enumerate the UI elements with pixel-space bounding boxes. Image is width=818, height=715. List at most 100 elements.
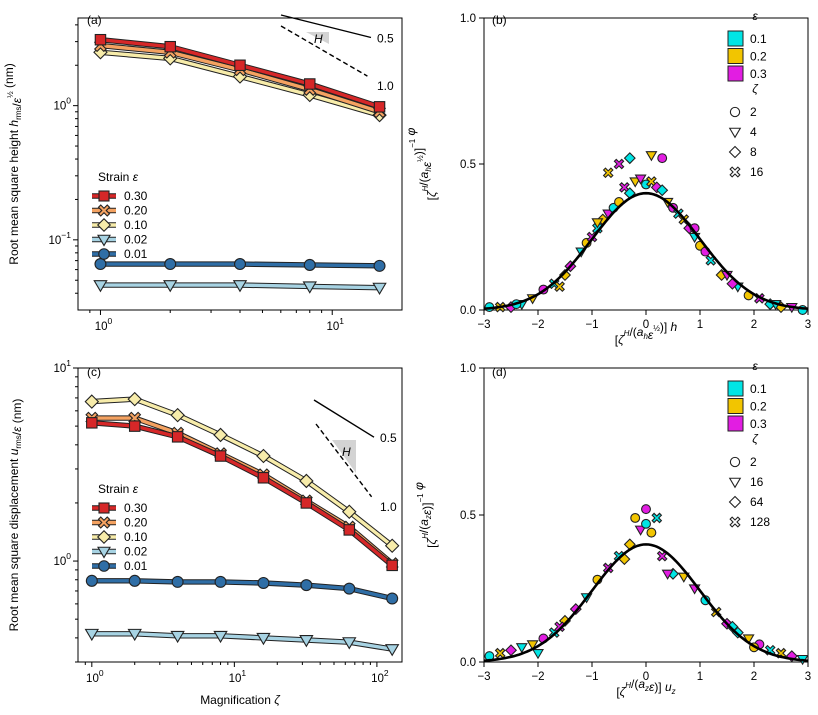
data-point — [84, 628, 100, 642]
panel-label: (a) — [87, 13, 102, 27]
legend-marker — [97, 546, 111, 559]
data-point — [613, 158, 625, 170]
x-tick-label: −2 — [531, 671, 544, 683]
x-tick-label: 102 — [371, 668, 389, 685]
data-point — [214, 450, 227, 462]
legend-label: 0.30 — [124, 189, 148, 203]
legend-marker-title: ζ — [752, 82, 759, 96]
legend-marker — [96, 217, 112, 233]
slope-line-dashed — [315, 423, 373, 498]
data-point — [629, 177, 642, 188]
data-point — [302, 281, 317, 294]
x-tick-label: 3 — [805, 319, 811, 331]
data-point — [634, 174, 647, 185]
slope-line-solid — [313, 399, 375, 438]
legend-swatch — [727, 398, 744, 414]
legend-marker — [97, 204, 111, 217]
data-point — [299, 473, 314, 489]
legend-label: 0.01 — [124, 559, 148, 573]
panel-label: (d) — [492, 365, 507, 379]
data-point — [372, 282, 387, 296]
data-point — [128, 574, 141, 587]
y-tick-label: 1.0 — [460, 13, 476, 25]
legend-color-title: ε — [752, 9, 758, 23]
fit-curve — [483, 543, 809, 662]
y-axis-label: [ζH/(azε)]−1 φ — [412, 482, 439, 548]
legend-label: 0.3 — [750, 417, 767, 431]
legend-label: 0.02 — [124, 545, 148, 559]
legend-marker-title: ζ — [752, 432, 759, 446]
series-line — [91, 632, 393, 651]
legend-label: 0.20 — [124, 516, 148, 530]
y-tick-label: 10−1 — [49, 230, 72, 247]
slope-label: 1.0 — [377, 79, 394, 93]
data-point — [641, 504, 651, 515]
data-point — [515, 643, 528, 654]
x-tick-label: −1 — [585, 671, 598, 683]
data-point — [256, 632, 271, 646]
data-point — [742, 634, 755, 645]
data-point — [591, 218, 604, 229]
y-axis-label: [ζH/(ahε½)]−1 φ — [404, 127, 439, 200]
legend-marker — [728, 495, 742, 509]
data-point — [300, 497, 313, 509]
x-tick-label: 0 — [643, 671, 649, 683]
data-point — [170, 407, 185, 423]
series-line — [91, 421, 394, 567]
legend-label: 0.1 — [750, 382, 767, 396]
data-point — [304, 78, 316, 90]
data-point — [656, 184, 669, 197]
data-point — [641, 518, 651, 529]
slope-h-label: H — [342, 445, 351, 459]
x-tick-label: 3 — [805, 671, 811, 683]
legend-marker — [98, 560, 110, 572]
slope-line-solid — [280, 14, 372, 39]
slope-triangle — [306, 32, 329, 44]
legend-label: 16 — [750, 165, 764, 179]
panel-label: (b) — [492, 13, 507, 27]
legend-label: 0.10 — [124, 218, 148, 232]
legend-marker — [96, 529, 112, 545]
legend-marker — [98, 190, 110, 202]
data-point — [94, 258, 107, 271]
data-point — [256, 448, 271, 464]
data-point — [234, 59, 246, 72]
plot-frame — [77, 367, 403, 663]
x-tick-label: 2 — [751, 319, 757, 331]
legend-swatch — [727, 30, 744, 47]
data-point — [86, 417, 98, 429]
legend-label: 0.2 — [750, 400, 767, 414]
slope-h-label: H — [314, 32, 323, 46]
data-point — [94, 33, 107, 46]
slope-line-dashed — [280, 25, 368, 77]
data-point — [232, 280, 248, 293]
legend-label: 0.10 — [124, 530, 148, 544]
x-tick-label: 1 — [697, 319, 703, 331]
data-point — [127, 391, 143, 407]
slope-label: 0.5 — [380, 431, 397, 445]
legend-marker — [728, 145, 742, 159]
legend-marker — [97, 516, 111, 529]
data-point — [214, 575, 227, 588]
x-tick-label: 100 — [86, 668, 104, 685]
legend-label: 0.30 — [124, 501, 148, 515]
data-point — [526, 640, 539, 651]
data-point — [257, 576, 270, 589]
data-point — [163, 280, 178, 293]
data-point — [164, 40, 176, 53]
data-point — [554, 281, 565, 293]
data-point — [303, 258, 316, 271]
data-point — [84, 394, 100, 409]
legend-label: 0.1 — [750, 32, 767, 46]
data-point — [300, 579, 313, 592]
legend-label: 0.01 — [124, 247, 148, 261]
legend-label: 0.02 — [124, 233, 148, 247]
data-point — [171, 431, 184, 443]
data-point — [127, 628, 142, 642]
data-point — [657, 153, 668, 164]
x-tick-label: 2 — [751, 671, 757, 683]
legend-label: 0.2 — [750, 50, 767, 64]
legend-marker — [728, 477, 742, 489]
